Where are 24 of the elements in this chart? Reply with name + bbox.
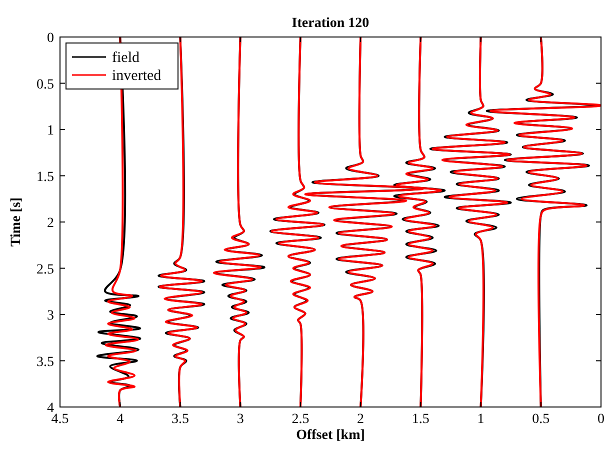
chart-title: Iteration 120 [292,16,370,31]
legend-label: inverted [112,68,162,84]
x-tick-label: 1 [477,412,484,427]
x-tick-label: 2.5 [292,412,310,427]
x-tick-label: 2 [357,412,364,427]
x-tick-label: 4 [116,412,124,427]
x-axis-title: Offset [km] [296,428,365,443]
x-tick-label: 4.5 [51,412,69,427]
y-tick-label: 2 [47,216,54,231]
y-tick-label: 1.5 [36,170,54,185]
x-tick-label: 3.5 [171,412,189,427]
x-tick-label: 0.5 [532,412,550,427]
x-tick-label: 3 [236,412,244,427]
y-tick-label: 1 [47,124,54,138]
y-tick-label: 0 [47,31,54,46]
legend-label: field [112,50,140,66]
y-axis-title: Time [s] [9,197,24,247]
y-tick-label: 3 [47,308,54,324]
x-tick-label: 1.5 [412,412,430,427]
x-tick-label: 0 [598,412,604,427]
y-tick-label: 2.5 [36,262,54,278]
y-tick-label: 3.5 [36,354,54,370]
y-tick-label: 4 [47,401,54,416]
y-tick-label: 0.5 [36,77,54,92]
